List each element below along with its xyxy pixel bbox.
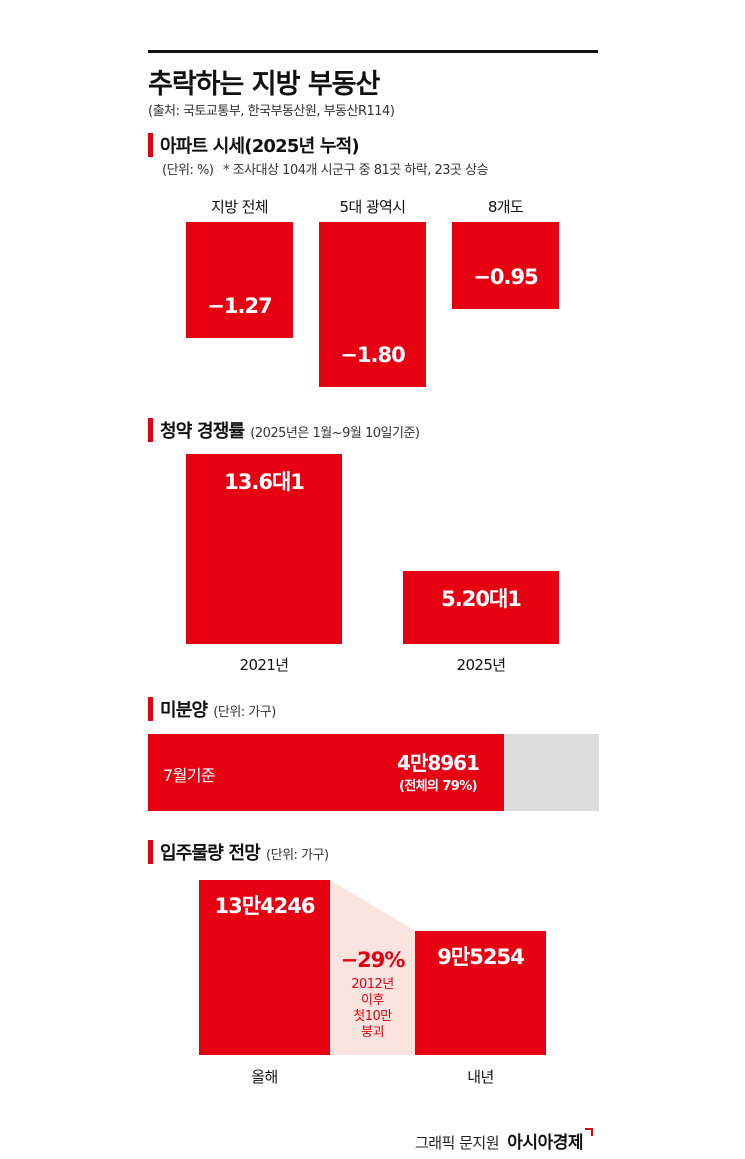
- unsold-share-label: (전체의 79%): [398, 779, 478, 794]
- apartment-unit: (단위: %): [162, 163, 214, 178]
- section-marker: [148, 133, 153, 157]
- credit: 그래픽 문지원 아시아경제: [415, 1128, 593, 1153]
- unsold-bar: [148, 734, 505, 811]
- supply-connector: [330, 880, 415, 1055]
- supply-category-label: 올해: [251, 1068, 278, 1086]
- section-title-apartment-price: 아파트 시세(2025년 누적): [160, 136, 360, 157]
- subscription-category-label: 2025년: [456, 656, 507, 674]
- apartment-value-label: −1.80: [340, 343, 405, 367]
- section-marker: [148, 840, 153, 864]
- subscription-bar-2025: [403, 571, 559, 644]
- apartment-footnote: * 조사대상 104개 시군구 중 81곳 하락, 23곳 상승: [223, 163, 489, 178]
- supply-connector-shape: [330, 880, 415, 1055]
- source-note: (출처: 국토교통부, 한국부동산원, 부동산R114): [148, 104, 395, 119]
- subscription-bar-2021: [186, 454, 342, 644]
- apartment-bar-local-total: [186, 222, 293, 339]
- brand-mark-icon: [585, 1128, 593, 1136]
- unsold-value-label: 4만8961: [397, 751, 480, 775]
- supply-note: (단위: 가구): [266, 848, 329, 863]
- apartment-unit-note: (단위: %) * 조사대상 104개 시군구 중 81곳 하락, 23곳 상승: [162, 159, 489, 178]
- unsold-basis-label: 7월기준: [163, 766, 216, 785]
- apartment-category-label: 지방 전체: [211, 198, 269, 216]
- supply-category-label: 내년: [467, 1068, 494, 1086]
- supply-change-note: 2012년 이후 첫10만 붕괴: [330, 977, 415, 1041]
- supply-title: 입주물량 전망: [160, 843, 261, 864]
- supply-change-label: −29%: [340, 948, 406, 972]
- credit-designer: 그래픽 문지원: [414, 1134, 500, 1152]
- section-marker: [148, 418, 153, 442]
- supply-change-note-line: 2012년: [351, 977, 394, 992]
- subscription-category-label: 2021년: [239, 656, 290, 674]
- apartment-bar-eight-provinces: [452, 222, 559, 310]
- subscription-value-label: 5.20대1: [441, 587, 522, 612]
- apartment-category-label: 5대 광역시: [339, 198, 407, 216]
- apartment-value-label: −0.95: [473, 265, 538, 290]
- supply-bar-next-year: [415, 930, 546, 1055]
- subscription-title: 청약 경쟁률: [160, 421, 245, 442]
- subscription-note: (2025년은 1월~9월 10일기준): [250, 426, 420, 441]
- supply-change-note-line: 첫10만: [353, 1009, 392, 1024]
- unsold-title: 미분양: [160, 700, 208, 721]
- apartment-bar-metro-cities: [319, 222, 426, 387]
- section-marker: [148, 697, 153, 721]
- section-title-supply: 입주물량 전망 (단위: 가구): [160, 839, 329, 865]
- page-title: 추락하는 지방 부동산: [148, 69, 380, 100]
- brand-logo: 아시아경제: [507, 1133, 583, 1153]
- apartment-value-label: −1.27: [207, 294, 272, 319]
- supply-change-note-line: 이후: [361, 993, 384, 1008]
- top-rule: [148, 50, 598, 53]
- supply-bar-this-year: [199, 880, 330, 1055]
- subscription-value-label: 13.6대1: [224, 470, 305, 494]
- supply-value-label: 9만5254: [437, 944, 524, 969]
- section-title-unsold: 미분양 (단위: 가구): [160, 696, 276, 722]
- unsold-note: (단위: 가구): [213, 705, 276, 720]
- section-title-subscription: 청약 경쟁률 (2025년은 1월~9월 10일기준): [160, 417, 420, 443]
- supply-value-label: 13만4246: [214, 894, 316, 918]
- supply-change-note-line: 붕괴: [361, 1025, 384, 1040]
- apartment-category-label: 8개도: [487, 198, 524, 216]
